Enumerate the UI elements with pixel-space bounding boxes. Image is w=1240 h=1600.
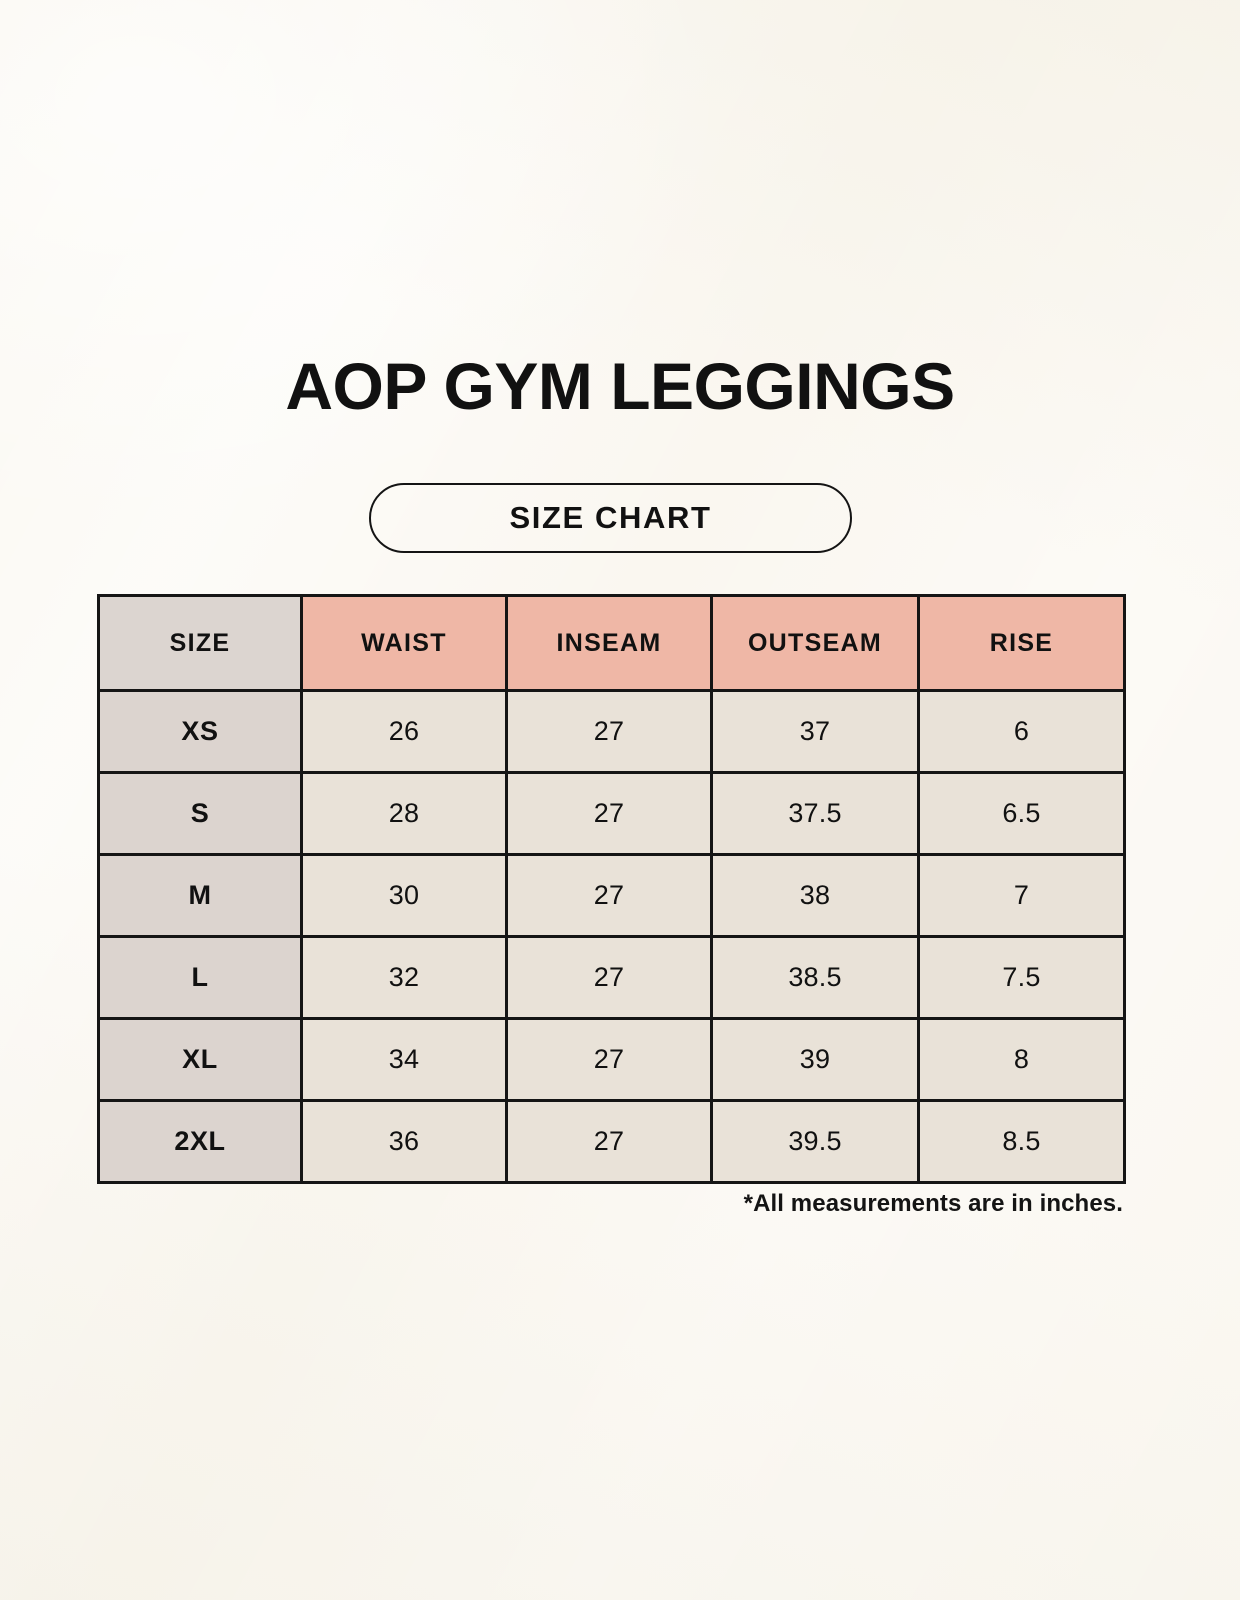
- cell-size: XL: [97, 1017, 303, 1102]
- table-header-row: SIZE WAIST INSEAM OUTSEAM RISE: [97, 594, 1126, 692]
- cell-rise: 6.5: [917, 771, 1126, 856]
- size-chart-badge-label: SIZE CHART: [509, 500, 712, 535]
- cell-waist: 28: [300, 771, 508, 856]
- cell-inseam: 27: [505, 853, 713, 938]
- column-header-size: SIZE: [97, 594, 303, 692]
- column-header-outseam: OUTSEAM: [710, 594, 920, 692]
- size-table-head: SIZE WAIST INSEAM OUTSEAM RISE: [97, 594, 1126, 692]
- table-row: M 30 27 38 7: [97, 853, 1126, 938]
- cell-size: L: [97, 935, 303, 1020]
- cell-rise: 6: [917, 689, 1126, 774]
- size-table-container: SIZE WAIST INSEAM OUTSEAM RISE XS 26 27 …: [97, 594, 1126, 1184]
- page-title: AOP GYM LEGGINGS: [285, 349, 955, 423]
- table-row: L 32 27 38.5 7.5: [97, 935, 1126, 1020]
- size-table: SIZE WAIST INSEAM OUTSEAM RISE XS 26 27 …: [97, 594, 1126, 1184]
- cell-outseam: 38: [710, 853, 920, 938]
- cell-inseam: 27: [505, 771, 713, 856]
- cell-waist: 36: [300, 1099, 508, 1184]
- cell-waist: 26: [300, 689, 508, 774]
- size-table-body: XS 26 27 37 6 S 28 27 37.5 6.5 M 30 27: [97, 689, 1126, 1184]
- cell-size: M: [97, 853, 303, 938]
- cell-outseam: 38.5: [710, 935, 920, 1020]
- column-header-waist: WAIST: [300, 594, 508, 692]
- cell-inseam: 27: [505, 1099, 713, 1184]
- cell-rise: 7: [917, 853, 1126, 938]
- cell-waist: 30: [300, 853, 508, 938]
- cell-size: 2XL: [97, 1099, 303, 1184]
- table-row: XL 34 27 39 8: [97, 1017, 1126, 1102]
- cell-inseam: 27: [505, 935, 713, 1020]
- cell-outseam: 37.5: [710, 771, 920, 856]
- size-chart-badge: SIZE CHART: [369, 483, 852, 553]
- cell-outseam: 37: [710, 689, 920, 774]
- cell-inseam: 27: [505, 1017, 713, 1102]
- column-header-inseam: INSEAM: [505, 594, 713, 692]
- cell-rise: 7.5: [917, 935, 1126, 1020]
- cell-waist: 34: [300, 1017, 508, 1102]
- cell-rise: 8.5: [917, 1099, 1126, 1184]
- cell-outseam: 39.5: [710, 1099, 920, 1184]
- cell-size: XS: [97, 689, 303, 774]
- table-row: S 28 27 37.5 6.5: [97, 771, 1126, 856]
- cell-inseam: 27: [505, 689, 713, 774]
- measurement-unit-note: *All measurements are in inches.: [743, 1190, 1123, 1217]
- column-header-rise: RISE: [917, 594, 1126, 692]
- cell-size: S: [97, 771, 303, 856]
- cell-waist: 32: [300, 935, 508, 1020]
- table-row: XS 26 27 37 6: [97, 689, 1126, 774]
- table-row: 2XL 36 27 39.5 8.5: [97, 1099, 1126, 1184]
- cell-outseam: 39: [710, 1017, 920, 1102]
- cell-rise: 8: [917, 1017, 1126, 1102]
